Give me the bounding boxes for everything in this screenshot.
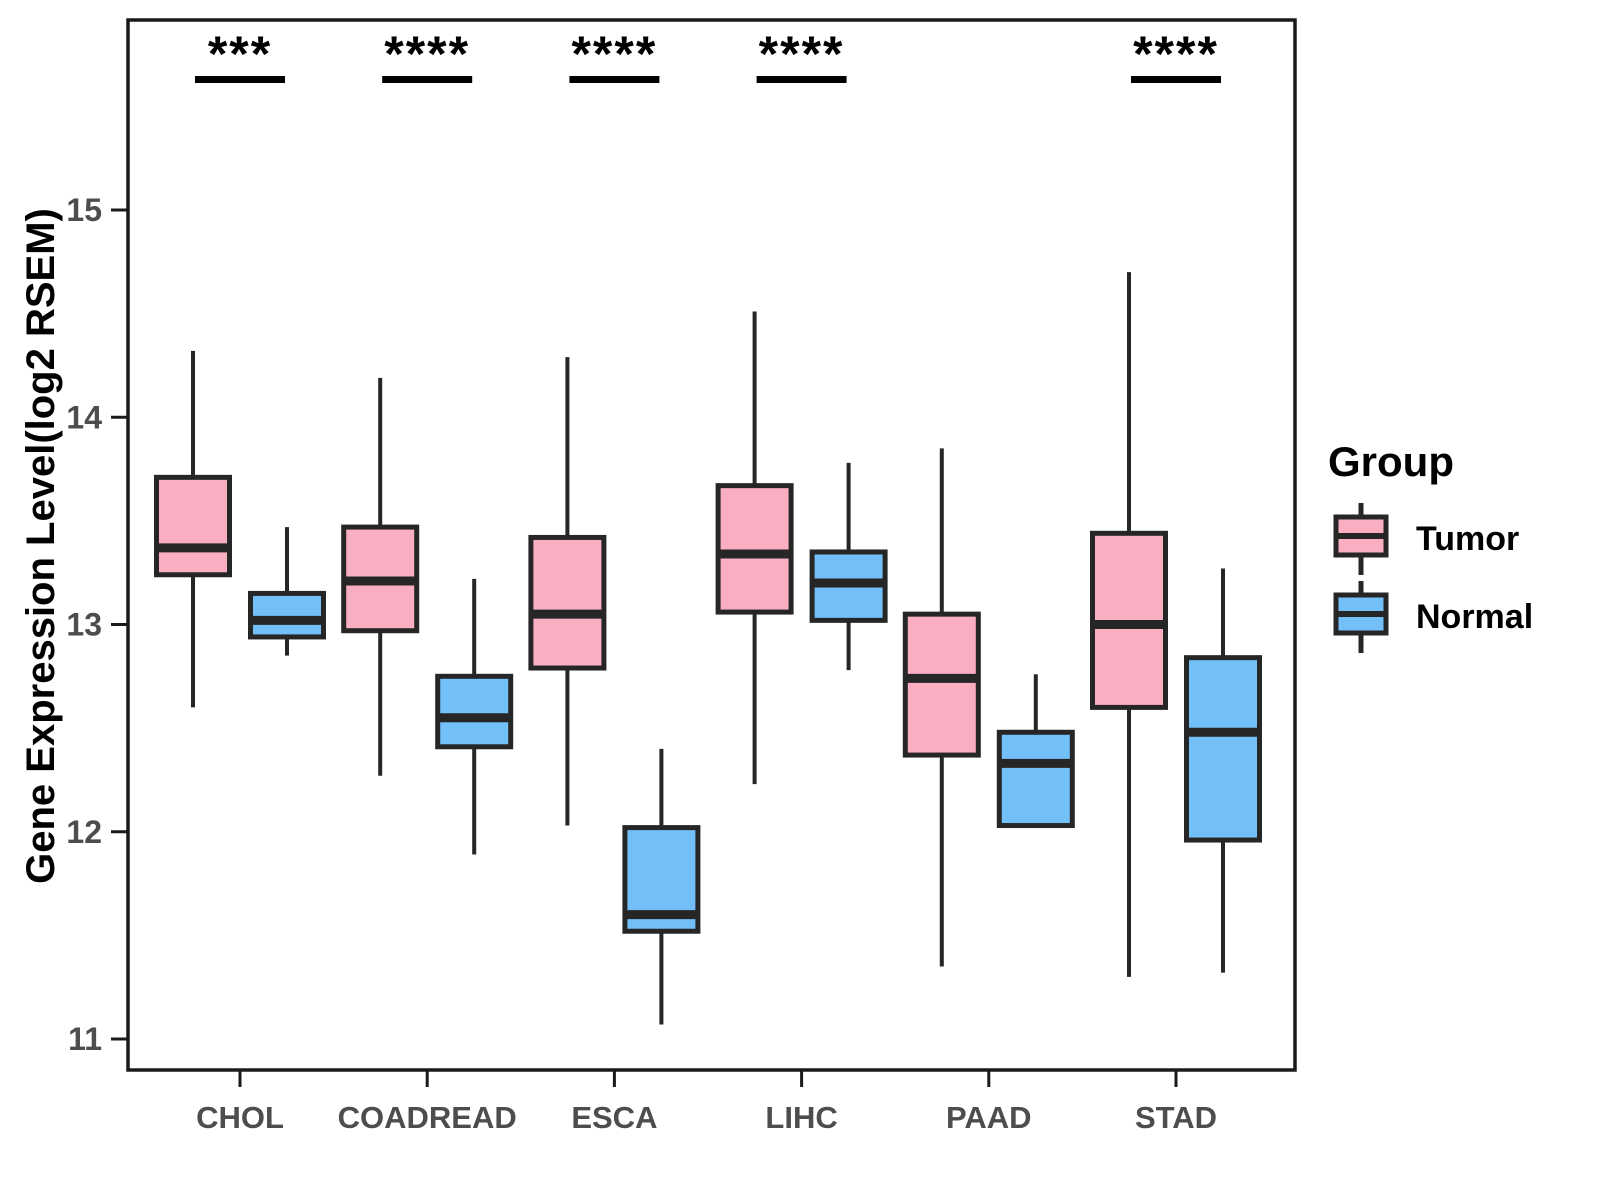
legend-label-tumor: Tumor bbox=[1416, 519, 1520, 558]
normal-boxplot-icon bbox=[1333, 581, 1389, 653]
sig-bar-LIHC bbox=[756, 76, 847, 83]
y-tick-label-14: 14 bbox=[66, 399, 102, 435]
legend-title: Group bbox=[1328, 438, 1454, 485]
legend: Group Tumor Normal bbox=[1328, 438, 1588, 660]
x-tick-label-COADREAD: COADREAD bbox=[338, 1100, 517, 1135]
sig-stars-COADREAD: **** bbox=[384, 26, 470, 82]
x-tick-label-STAD: STAD bbox=[1135, 1100, 1217, 1135]
sig-stars-LIHC: **** bbox=[759, 26, 845, 82]
box-normal-PAAD bbox=[996, 729, 1075, 829]
tumor-boxplot-icon bbox=[1333, 503, 1389, 575]
legend-entry-normal: Normal bbox=[1328, 581, 1588, 653]
sig-stars-STAD: **** bbox=[1133, 26, 1219, 82]
sig-bar-STAD bbox=[1131, 76, 1221, 83]
y-tick-label-15: 15 bbox=[66, 192, 102, 228]
legend-label-normal: Normal bbox=[1416, 597, 1534, 636]
x-tick-label-LIHC: LIHC bbox=[765, 1100, 837, 1135]
box-tumor-LIHC bbox=[715, 483, 794, 615]
panel-border bbox=[126, 18, 1297, 1072]
legend-entry-tumor: Tumor bbox=[1328, 503, 1588, 575]
x-tick-label-PAAD: PAAD bbox=[946, 1100, 1032, 1135]
box-normal-COADREAD bbox=[435, 673, 514, 750]
y-axis-title: Gene Expression Level(log2 RSEM) bbox=[19, 208, 63, 884]
sig-stars-CHOL: *** bbox=[208, 26, 272, 82]
y-tick-label-12: 12 bbox=[66, 814, 102, 850]
box-normal-CHOL bbox=[248, 590, 326, 640]
sig-bar-COADREAD bbox=[382, 76, 473, 83]
sig-bar-CHOL bbox=[195, 76, 285, 83]
box-tumor-ESCA bbox=[528, 534, 607, 671]
box-normal-STAD bbox=[1184, 655, 1262, 843]
x-tick-label-CHOL: CHOL bbox=[196, 1100, 284, 1135]
box-tumor-PAAD bbox=[902, 611, 981, 758]
sig-stars-ESCA: **** bbox=[571, 26, 657, 82]
y-tick-label-13: 13 bbox=[66, 607, 102, 643]
sig-bar-ESCA bbox=[569, 76, 660, 83]
y-tick-label-11: 11 bbox=[68, 1021, 102, 1057]
x-tick-label-ESCA: ESCA bbox=[571, 1100, 657, 1135]
box-tumor-CHOL bbox=[154, 474, 232, 578]
